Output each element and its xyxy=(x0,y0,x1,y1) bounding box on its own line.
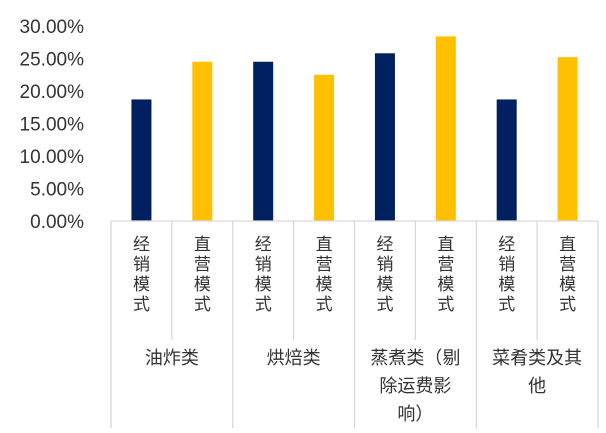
y-tick-label: 15.00% xyxy=(20,115,85,136)
y-tick-label: 25.00% xyxy=(20,50,85,71)
category-label: 烘焙类 xyxy=(267,348,321,369)
sub-category-label: 经销模式 xyxy=(498,235,515,315)
bar xyxy=(192,62,212,221)
bar xyxy=(436,36,456,221)
sub-category-label: 经销模式 xyxy=(255,235,272,315)
bar xyxy=(131,99,151,221)
bar xyxy=(497,99,517,221)
bar xyxy=(314,75,334,221)
sub-category-label: 经销模式 xyxy=(133,235,150,315)
bar xyxy=(558,57,578,221)
bar xyxy=(375,53,395,221)
y-tick-label: 30.00% xyxy=(20,17,85,38)
y-tick-label: 0.00% xyxy=(30,212,84,233)
sub-category-label: 直营模式 xyxy=(559,235,576,315)
sub-category-label: 直营模式 xyxy=(316,235,333,315)
bars xyxy=(131,36,577,221)
y-tick-label: 5.00% xyxy=(30,180,84,201)
y-axis: 0.00% 5.00% 10.00% 15.00% 20.00% 25.00% 30.00% xyxy=(20,17,85,233)
sub-category-label: 经销模式 xyxy=(376,235,393,315)
category-label: 蒸煮类（剔除运费影响） xyxy=(370,348,460,425)
category-label: 油炸类 xyxy=(145,348,199,369)
category-label: 菜肴类及其他 xyxy=(492,348,582,397)
sub-category-label: 直营模式 xyxy=(437,235,454,315)
y-tick-label: 20.00% xyxy=(20,82,85,103)
sub-category-label: 直营模式 xyxy=(194,235,211,315)
bar xyxy=(253,62,273,221)
y-tick-label: 10.00% xyxy=(20,147,85,168)
